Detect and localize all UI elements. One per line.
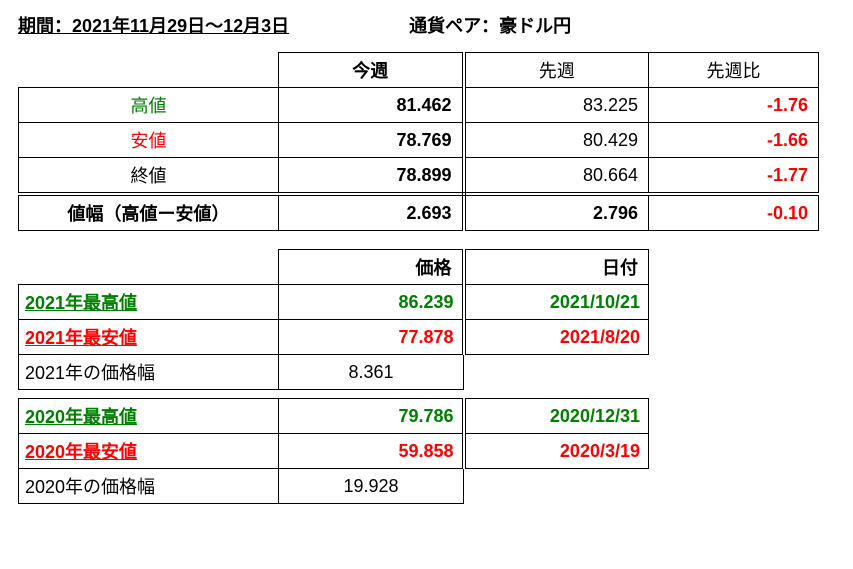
lastweek-low: 80.429 bbox=[464, 123, 649, 158]
diff-range: -0.10 bbox=[649, 194, 819, 231]
pair-label: 通貨ペア：豪ドル円 bbox=[409, 12, 571, 38]
thisweek-high: 81.462 bbox=[279, 88, 464, 123]
label-high: 高値 bbox=[19, 88, 279, 123]
date: 2020/3/19 bbox=[464, 434, 649, 469]
date: 2021/10/21 bbox=[464, 285, 649, 320]
price: 77.878 bbox=[279, 320, 464, 355]
col-price: 価格 bbox=[279, 250, 464, 285]
price: 86.239 bbox=[279, 285, 464, 320]
row-2020-range: 2020年の価格幅 19.928 bbox=[19, 469, 649, 504]
blank-cell bbox=[19, 53, 279, 88]
blank bbox=[464, 355, 649, 390]
year2021-table: 価格 日付 2021年最高値 86.239 2021/10/21 2021年最安… bbox=[18, 249, 649, 390]
period-label: 期間：2021年11月29日～12月3日 bbox=[18, 12, 289, 38]
diff-close: -1.77 bbox=[649, 158, 819, 195]
label: 2020年最安値 bbox=[19, 434, 279, 469]
lastweek-range: 2.796 bbox=[464, 194, 649, 231]
lastweek-close: 80.664 bbox=[464, 158, 649, 195]
price: 79.786 bbox=[279, 399, 464, 434]
row-2020-low: 2020年最安値 59.858 2020/3/19 bbox=[19, 434, 649, 469]
label: 2021年最安値 bbox=[19, 320, 279, 355]
col-this-week: 今週 bbox=[279, 53, 464, 88]
col-date: 日付 bbox=[464, 250, 649, 285]
col-diff: 先週比 bbox=[649, 53, 819, 88]
diff-low: -1.66 bbox=[649, 123, 819, 158]
col-last-week: 先週 bbox=[464, 53, 649, 88]
row-2020-high: 2020年最高値 79.786 2020/12/31 bbox=[19, 399, 649, 434]
price: 59.858 bbox=[279, 434, 464, 469]
thisweek-close: 78.899 bbox=[279, 158, 464, 195]
blank bbox=[464, 469, 649, 504]
row-2021-high: 2021年最高値 86.239 2021/10/21 bbox=[19, 285, 649, 320]
diff-high: -1.76 bbox=[649, 88, 819, 123]
thisweek-range: 2.693 bbox=[279, 194, 464, 231]
weekly-table: 今週 先週 先週比 高値 81.462 83.225 -1.76 安値 78.7… bbox=[18, 52, 819, 231]
year2020-table: 2020年最高値 79.786 2020/12/31 2020年最安値 59.8… bbox=[18, 398, 649, 504]
label-close: 終値 bbox=[19, 158, 279, 195]
label-low: 安値 bbox=[19, 123, 279, 158]
row-low: 安値 78.769 80.429 -1.66 bbox=[19, 123, 819, 158]
row-range: 値幅（高値ー安値） 2.693 2.796 -0.10 bbox=[19, 194, 819, 231]
row-2021-low: 2021年最安値 77.878 2021/8/20 bbox=[19, 320, 649, 355]
row-close: 終値 78.899 80.664 -1.77 bbox=[19, 158, 819, 195]
date: 2020/12/31 bbox=[464, 399, 649, 434]
row-high: 高値 81.462 83.225 -1.76 bbox=[19, 88, 819, 123]
label-range: 値幅（高値ー安値） bbox=[19, 194, 279, 231]
thisweek-low: 78.769 bbox=[279, 123, 464, 158]
label: 2020年最高値 bbox=[19, 399, 279, 434]
row-2021-range: 2021年の価格幅 8.361 bbox=[19, 355, 649, 390]
price: 8.361 bbox=[279, 355, 464, 390]
blank-cell bbox=[19, 250, 279, 285]
date: 2021/8/20 bbox=[464, 320, 649, 355]
label: 2021年の価格幅 bbox=[19, 355, 279, 390]
label: 2020年の価格幅 bbox=[19, 469, 279, 504]
lastweek-high: 83.225 bbox=[464, 88, 649, 123]
header-line: 期間：2021年11月29日～12月3日 通貨ペア：豪ドル円 bbox=[18, 12, 835, 38]
label: 2021年最高値 bbox=[19, 285, 279, 320]
price: 19.928 bbox=[279, 469, 464, 504]
